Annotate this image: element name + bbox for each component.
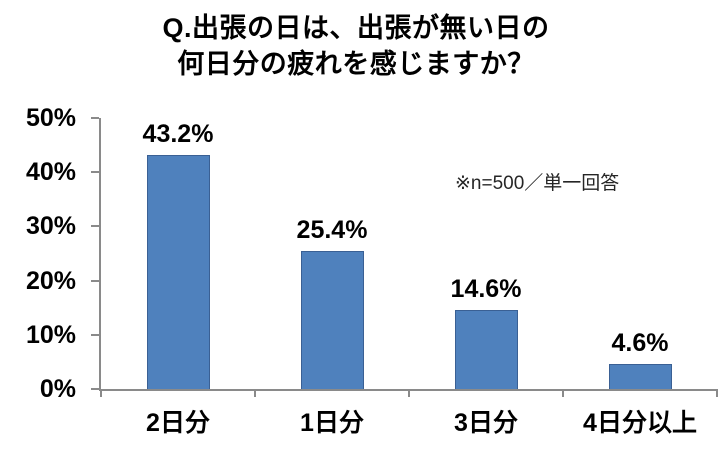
x-axis-category-label: 1日分 (300, 409, 364, 437)
x-axis-tick (716, 389, 718, 397)
y-axis-tick-label: 30% (25, 212, 76, 241)
x-axis-tick (254, 389, 256, 397)
x-axis-category-label: 2日分 (146, 409, 210, 437)
x-axis-category-label: 4日分以上 (583, 409, 697, 437)
bar-1日分[interactable] (300, 251, 364, 389)
bar-4日分以上[interactable] (608, 364, 672, 389)
x-axis-tick (408, 389, 410, 397)
y-axis-tick (91, 171, 99, 174)
x-axis-tick (100, 389, 102, 397)
bar-3日分[interactable] (454, 309, 518, 389)
y-axis-tick-label: 10% (25, 320, 76, 349)
y-axis-tick (91, 388, 99, 390)
chart-title-line2: 何日分の疲れを感じますか？ (177, 49, 535, 79)
y-axis-tick (91, 333, 99, 336)
y-axis-tick-label: 50% (25, 104, 76, 132)
bar-value-label: 25.4% (296, 216, 368, 245)
y-axis-tick (91, 225, 99, 228)
bar-value-label: 43.2% (142, 119, 214, 148)
x-axis-tick (562, 389, 564, 397)
bar-value-label: 14.6% (450, 274, 522, 303)
y-axis-tick (91, 117, 99, 119)
chart-title-line1: Q.出張の日は、出張が無い日の (162, 13, 550, 43)
y-axis-tick-label: 40% (25, 158, 76, 187)
chart-title: Q.出張の日は、出張が無い日の 何日分の疲れを感じますか？ (0, 10, 712, 82)
x-axis-category-label: 3日分 (454, 409, 518, 437)
plot-area: 0% 10% 20% 30% 40% 50% 43.2% 2日分 25.4% 1日分 14.6% 3日… (26, 105, 718, 437)
y-axis-tick-label: 0% (39, 375, 76, 403)
y-axis-tick-label: 20% (25, 266, 76, 295)
bar-value-label: 4.6% (611, 329, 669, 358)
y-axis-tick (91, 279, 99, 282)
bar-2日分[interactable] (146, 154, 210, 389)
sample-size-note: ※n=500／単一回答 (455, 173, 620, 194)
